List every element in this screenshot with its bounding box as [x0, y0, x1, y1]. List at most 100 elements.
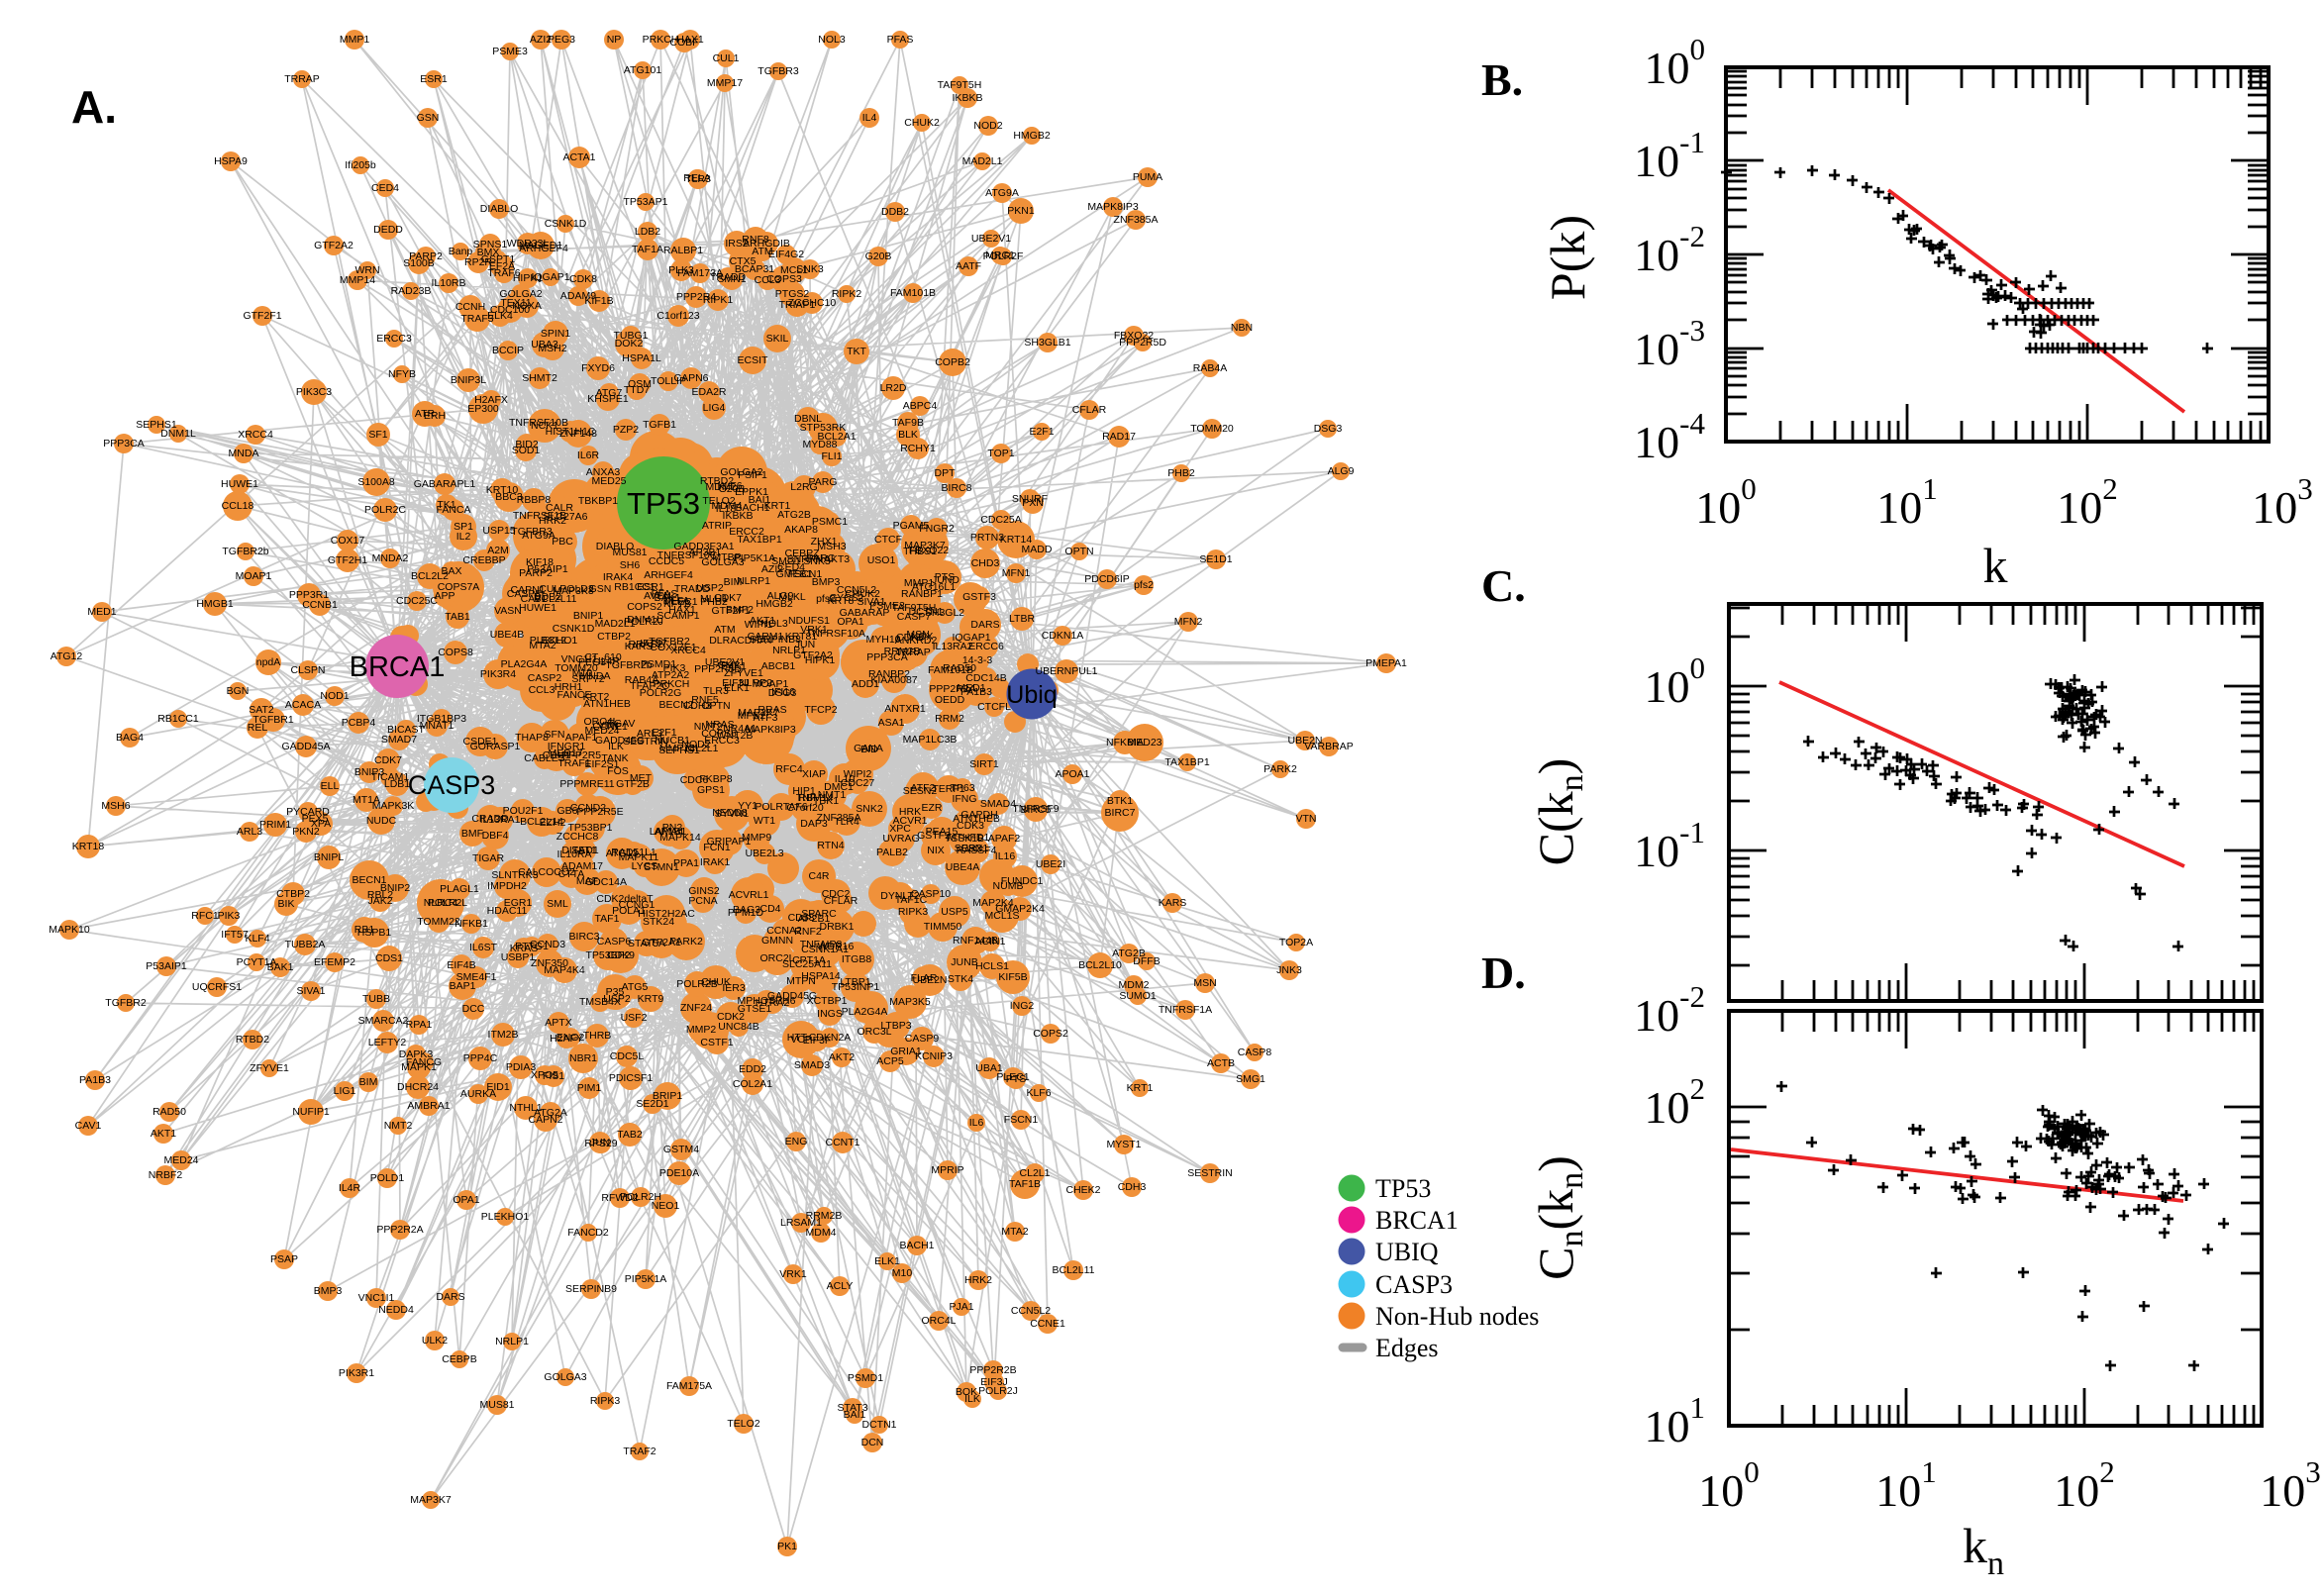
svg-text:EGR1: EGR1 [504, 897, 533, 909]
svg-text:IL6ST: IL6ST [469, 942, 498, 953]
svg-text:CCNE1: CCNE1 [1030, 1318, 1065, 1330]
svg-text:TGFBR2: TGFBR2 [105, 997, 147, 1009]
svg-text:HSPA1L: HSPA1L [622, 352, 661, 364]
svg-text:IRAK4: IRAK4 [603, 571, 634, 583]
svg-text:ZHX1: ZHX1 [811, 536, 838, 548]
svg-text:AATF: AATF [956, 260, 981, 272]
svg-text:PIP5K1A: PIP5K1A [625, 1273, 667, 1285]
svg-text:PBC: PBC [552, 536, 573, 548]
svg-text:ACTB: ACTB [1207, 1057, 1235, 1069]
svg-text:ZNF24: ZNF24 [680, 1002, 712, 1014]
svg-text:ATRIP: ATRIP [702, 520, 732, 532]
svg-text:SNK3: SNK3 [796, 263, 824, 275]
svg-text:SH3GLB1: SH3GLB1 [1024, 337, 1070, 349]
svg-text:RALBP1: RALBP1 [663, 245, 703, 256]
svg-text:SUMO1: SUMO1 [1119, 990, 1157, 1002]
svg-text:RAD23B: RAD23B [391, 285, 432, 297]
svg-text:MLKL: MLKL [778, 591, 806, 603]
svg-text:PDICSF1: PDICSF1 [609, 1072, 654, 1084]
svg-text:ACTA1: ACTA1 [562, 151, 595, 163]
svg-text:THBS1: THBS1 [903, 546, 937, 557]
svg-text:NMT2: NMT2 [384, 1120, 413, 1132]
svg-text:k: k [1983, 538, 2008, 593]
svg-text:DEDD: DEDD [373, 224, 403, 236]
svg-text:CDK7: CDK7 [374, 754, 402, 766]
svg-text:CLSPN: CLSPN [290, 664, 325, 676]
svg-text:ELL: ELL [321, 780, 340, 792]
svg-text:NLRP2: NLRP2 [739, 677, 772, 689]
svg-text:TAF1B: TAF1B [1009, 1178, 1041, 1190]
svg-text:RB1: RB1 [354, 924, 375, 936]
svg-text:CDS1: CDS1 [375, 952, 403, 964]
svg-text:Non-Hub nodes: Non-Hub nodes [1375, 1302, 1539, 1331]
svg-text:FANCE: FANCE [556, 689, 591, 701]
svg-text:PIM1: PIM1 [577, 1082, 602, 1094]
svg-text:CASP6: CASP6 [597, 936, 632, 948]
svg-text:GTF2H1: GTF2H1 [328, 554, 367, 566]
svg-text:DAP3: DAP3 [800, 818, 828, 830]
svg-text:PKN1: PKN1 [1007, 205, 1035, 217]
svg-text:BCCIP: BCCIP [492, 345, 524, 356]
svg-text:npdA: npdA [256, 656, 281, 668]
svg-text:MAP1LC3B: MAP1LC3B [903, 734, 958, 746]
svg-text:TUBB: TUBB [362, 993, 390, 1005]
svg-text:MLH1: MLH1 [700, 593, 728, 605]
svg-text:DARS: DARS [436, 1291, 464, 1303]
svg-text:NTHL1: NTHL1 [509, 1102, 542, 1114]
svg-text:NOL3: NOL3 [818, 34, 846, 46]
svg-text:GTF2F1: GTF2F1 [243, 310, 281, 322]
svg-text:SIVA1: SIVA1 [297, 985, 326, 997]
svg-text:RAB4A: RAB4A [1193, 362, 1227, 374]
svg-text:ANTXR1: ANTXR1 [884, 703, 926, 715]
svg-text:TAB2: TAB2 [617, 1129, 643, 1141]
svg-text:BIRC7: BIRC7 [1105, 807, 1136, 819]
svg-text:POLR2C: POLR2C [364, 504, 406, 516]
svg-text:PPM1D: PPM1D [728, 907, 764, 919]
svg-text:C1orf123: C1orf123 [656, 310, 699, 322]
svg-text:XPC: XPC [889, 823, 911, 835]
svg-text:RRM2: RRM2 [935, 713, 964, 725]
svg-text:FAM175A: FAM175A [666, 1380, 712, 1392]
svg-text:TGFB1: TGFB1 [643, 419, 676, 431]
svg-text:BNIP1: BNIP1 [573, 610, 604, 622]
svg-text:ATF3: ATF3 [754, 712, 778, 724]
svg-text:FLI1: FLI1 [821, 450, 842, 462]
svg-text:MAD2L1: MAD2L1 [962, 155, 1003, 167]
svg-text:GSPT1: GSPT1 [481, 253, 516, 265]
svg-text:CDKN1A: CDKN1A [1042, 630, 1084, 642]
svg-text:BBC3: BBC3 [495, 491, 523, 503]
svg-text:FANCG: FANCG [406, 1056, 442, 1068]
svg-text:IL10RB: IL10RB [431, 277, 465, 289]
svg-text:MAF: MAF [576, 875, 598, 887]
svg-text:NUMB: NUMB [993, 880, 1024, 892]
svg-text:NDUFS1: NDUFS1 [788, 615, 830, 627]
svg-text:E2F1: E2F1 [1029, 426, 1054, 438]
svg-text:ATG16L1: ATG16L1 [912, 581, 956, 593]
svg-text:RAD50: RAD50 [152, 1106, 186, 1118]
svg-text:H2AFX: H2AFX [474, 394, 508, 406]
svg-text:ATN1HEB: ATN1HEB [953, 813, 1000, 825]
svg-text:Ubiq: Ubiq [1006, 681, 1057, 709]
svg-text:RFWD2: RFWD2 [601, 1192, 638, 1204]
svg-text:TRADD: TRADD [710, 271, 747, 283]
svg-text:MAPK8IP3: MAPK8IP3 [1087, 201, 1139, 213]
svg-text:ZNF350: ZNF350 [531, 957, 568, 969]
svg-text:EIF4G2: EIF4G2 [768, 249, 804, 260]
svg-text:DARS: DARS [970, 619, 999, 631]
svg-text:14-3-3: 14-3-3 [962, 654, 993, 666]
svg-text:PDE10A: PDE10A [659, 1167, 699, 1179]
svg-text:SMG1: SMG1 [1236, 1073, 1265, 1085]
svg-text:MAPK3K: MAPK3K [372, 800, 415, 812]
svg-text:PJA1: PJA1 [949, 1301, 973, 1313]
svg-text:KIF5B: KIF5B [998, 971, 1027, 983]
svg-text:EDD2: EDD2 [739, 1063, 766, 1075]
svg-text:DHCR24: DHCR24 [397, 1081, 439, 1093]
svg-text:P(k): P(k) [1540, 215, 1595, 300]
svg-text:BIRC3: BIRC3 [569, 931, 600, 943]
svg-text:SKIL: SKIL [766, 333, 789, 345]
svg-text:NLRC4: NLRC4 [424, 897, 458, 909]
svg-text:BECN2: BECN2 [658, 699, 693, 711]
svg-text:DNM1L: DNM1L [160, 428, 196, 440]
svg-text:WIPI1: WIPI1 [745, 619, 773, 631]
svg-text:CDC100: CDC100 [490, 304, 530, 316]
